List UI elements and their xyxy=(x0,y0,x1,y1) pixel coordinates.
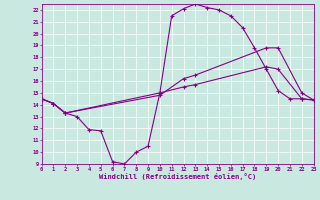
X-axis label: Windchill (Refroidissement éolien,°C): Windchill (Refroidissement éolien,°C) xyxy=(99,173,256,180)
